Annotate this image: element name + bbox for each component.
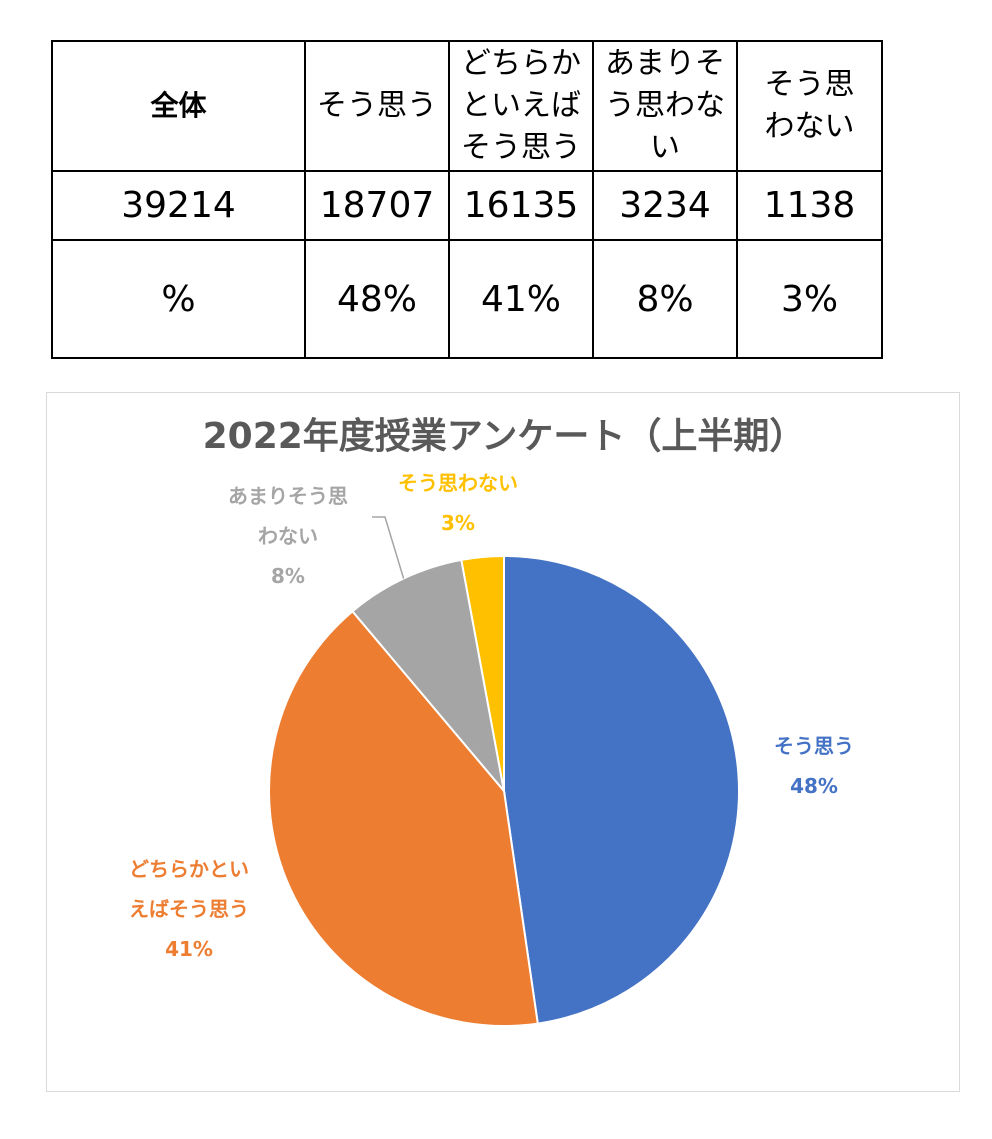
header-line: そう思う: [461, 130, 581, 165]
header-line: そう思: [764, 67, 855, 102]
data-label-text-agree: そう思う: [774, 734, 854, 758]
pie-slice-somewhat-agree: [268, 609, 539, 1027]
header-cell-disagree: そう思 わない: [736, 40, 883, 172]
leader-line-somewhat-disagree: [372, 516, 405, 579]
header-line: 全体: [150, 89, 207, 122]
header-cell-agree: そう思う: [304, 40, 450, 172]
pie-slice-agree: [503, 554, 740, 1025]
header-cell-somewhat-disagree: あまりそ う思わな い: [592, 40, 738, 172]
chart-title: 2022年度授業アンケート（上半期）: [203, 416, 806, 457]
data-label-percent-agree: 48%: [790, 774, 838, 798]
header-line: どちらか: [461, 46, 581, 81]
count-cell: 3234: [592, 170, 738, 241]
pie-slice-disagree: [460, 554, 505, 792]
leader-lines: [372, 516, 405, 579]
data-label-percent-somewhat-agree: 41%: [165, 937, 213, 961]
header-cell-somewhat-agree: どちらか といえば そう思う: [448, 40, 594, 172]
percent-cell: %: [51, 239, 306, 359]
percent-cell: 3%: [736, 239, 883, 359]
data-label-text-somewhat-agree: どちらかとい: [129, 857, 249, 881]
data-label-text-somewhat-agree: えばそう思う: [129, 897, 249, 921]
header-line: そう思う: [317, 88, 437, 123]
header-line: あまりそ: [605, 46, 725, 81]
percent-cell: 41%: [448, 239, 594, 359]
data-label-text-somewhat-disagree: あまりそう思: [228, 484, 348, 508]
header-line: といえば: [461, 88, 581, 123]
count-cell: 18707: [304, 170, 450, 241]
table-counts-row: 39214 18707 16135 3234 1138: [51, 170, 883, 241]
count-cell: 1138: [736, 170, 883, 241]
data-label-percent-disagree: 3%: [441, 511, 475, 535]
percent-cell: 48%: [304, 239, 450, 359]
count-cell: 16135: [448, 170, 594, 241]
header-cell-total: 全体: [51, 40, 306, 172]
percent-cell: 8%: [592, 239, 738, 359]
header-line: い: [650, 130, 680, 165]
count-cell: 39214: [51, 170, 306, 241]
header-line: わない: [764, 109, 855, 144]
header-line: う思わな: [605, 88, 725, 123]
table-percent-row: % 48% 41% 8% 3%: [51, 239, 883, 359]
pie-chart-area: 2022年度授業アンケート（上半期） そう思う 48% どちらかとい えばそう思う 41…: [46, 392, 960, 1092]
summary-table: 全体 そう思う どちらか といえば そう思う あまりそ う思わな い そう思 わ…: [51, 40, 883, 359]
pie-slices: [268, 554, 740, 1027]
data-label-percent-somewhat-disagree: 8%: [271, 564, 305, 588]
table-header-row: 全体 そう思う どちらか といえば そう思う あまりそ う思わな い そう思 わ…: [51, 40, 883, 172]
data-label-text-somewhat-disagree: わない: [258, 524, 318, 548]
data-label-text-disagree: そう思わない: [398, 471, 518, 495]
